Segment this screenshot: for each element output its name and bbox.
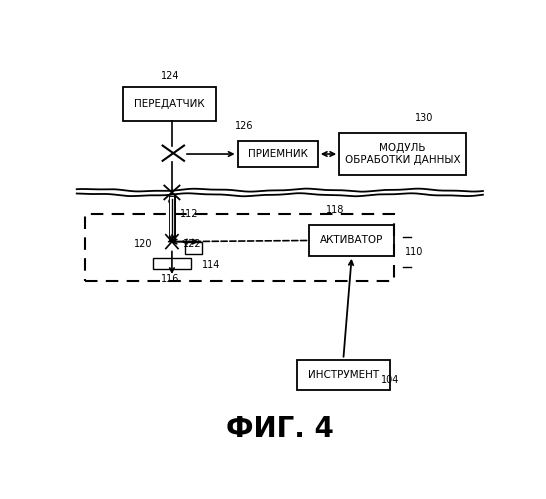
Text: 114: 114 [201,260,220,270]
Text: ПРИЕМНИК: ПРИЕМНИК [248,149,307,159]
Bar [238,141,318,168]
Bar [153,258,191,269]
Text: 110: 110 [405,247,423,257]
Text: 120: 120 [134,240,152,250]
Text: 130: 130 [414,113,433,123]
Circle shape [169,199,175,204]
Text: ФИГ. 4: ФИГ. 4 [226,415,334,443]
Text: 118: 118 [325,206,344,216]
Text: АКТИВАТОР: АКТИВАТОР [320,236,383,246]
Text: 122: 122 [182,240,201,250]
Text: ИНСТРУМЕНТ: ИНСТРУМЕНТ [308,370,379,380]
Text: ПЕРЕДАТЧИК: ПЕРЕДАТЧИК [134,99,205,109]
Bar [185,243,201,254]
Text: 116: 116 [162,274,180,284]
Text: 104: 104 [381,375,399,385]
Text: МОДУЛЬ
ОБРАБОТКИ ДАННЫХ: МОДУЛЬ ОБРАБОТКИ ДАННЫХ [345,143,460,165]
Text: 112: 112 [180,209,199,219]
Bar [339,133,466,175]
Bar [123,87,216,121]
Text: 126: 126 [235,121,253,131]
Bar [85,214,394,281]
Bar [310,225,394,256]
Text: 124: 124 [161,71,179,81]
Bar [297,360,390,390]
